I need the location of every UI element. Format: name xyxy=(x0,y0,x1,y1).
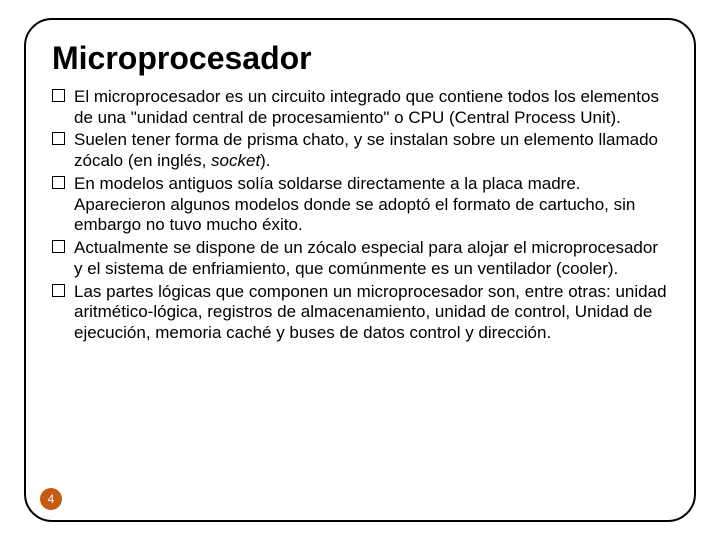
list-item: Actualmente se dispone de un zócalo espe… xyxy=(52,238,668,279)
square-bullet-icon xyxy=(52,240,65,253)
square-bullet-icon xyxy=(52,89,65,102)
bullet-text: El microprocesador es un circuito integr… xyxy=(74,87,659,127)
bullet-text: En modelos antiguos solía soldarse direc… xyxy=(74,174,635,234)
square-bullet-icon xyxy=(52,132,65,145)
bullet-list: El microprocesador es un circuito integr… xyxy=(52,87,668,344)
slide-frame: Microprocesador El microprocesador es un… xyxy=(24,18,696,522)
slide: Microprocesador El microprocesador es un… xyxy=(0,0,720,540)
bullet-text: Suelen tener forma de prisma chato, y se… xyxy=(74,130,658,170)
bullet-text-post: ). xyxy=(260,151,270,170)
list-item: Las partes lógicas que componen un micro… xyxy=(52,282,668,344)
bullet-text: Las partes lógicas que componen un micro… xyxy=(74,282,667,342)
square-bullet-icon xyxy=(52,176,65,189)
bullet-italic: socket xyxy=(211,151,260,170)
list-item: Suelen tener forma de prisma chato, y se… xyxy=(52,130,668,171)
page-number-badge: 4 xyxy=(40,488,62,510)
bullet-text: Actualmente se dispone de un zócalo espe… xyxy=(74,238,658,278)
slide-title: Microprocesador xyxy=(52,40,668,77)
square-bullet-icon xyxy=(52,284,65,297)
list-item: En modelos antiguos solía soldarse direc… xyxy=(52,174,668,236)
list-item: El microprocesador es un circuito integr… xyxy=(52,87,668,128)
